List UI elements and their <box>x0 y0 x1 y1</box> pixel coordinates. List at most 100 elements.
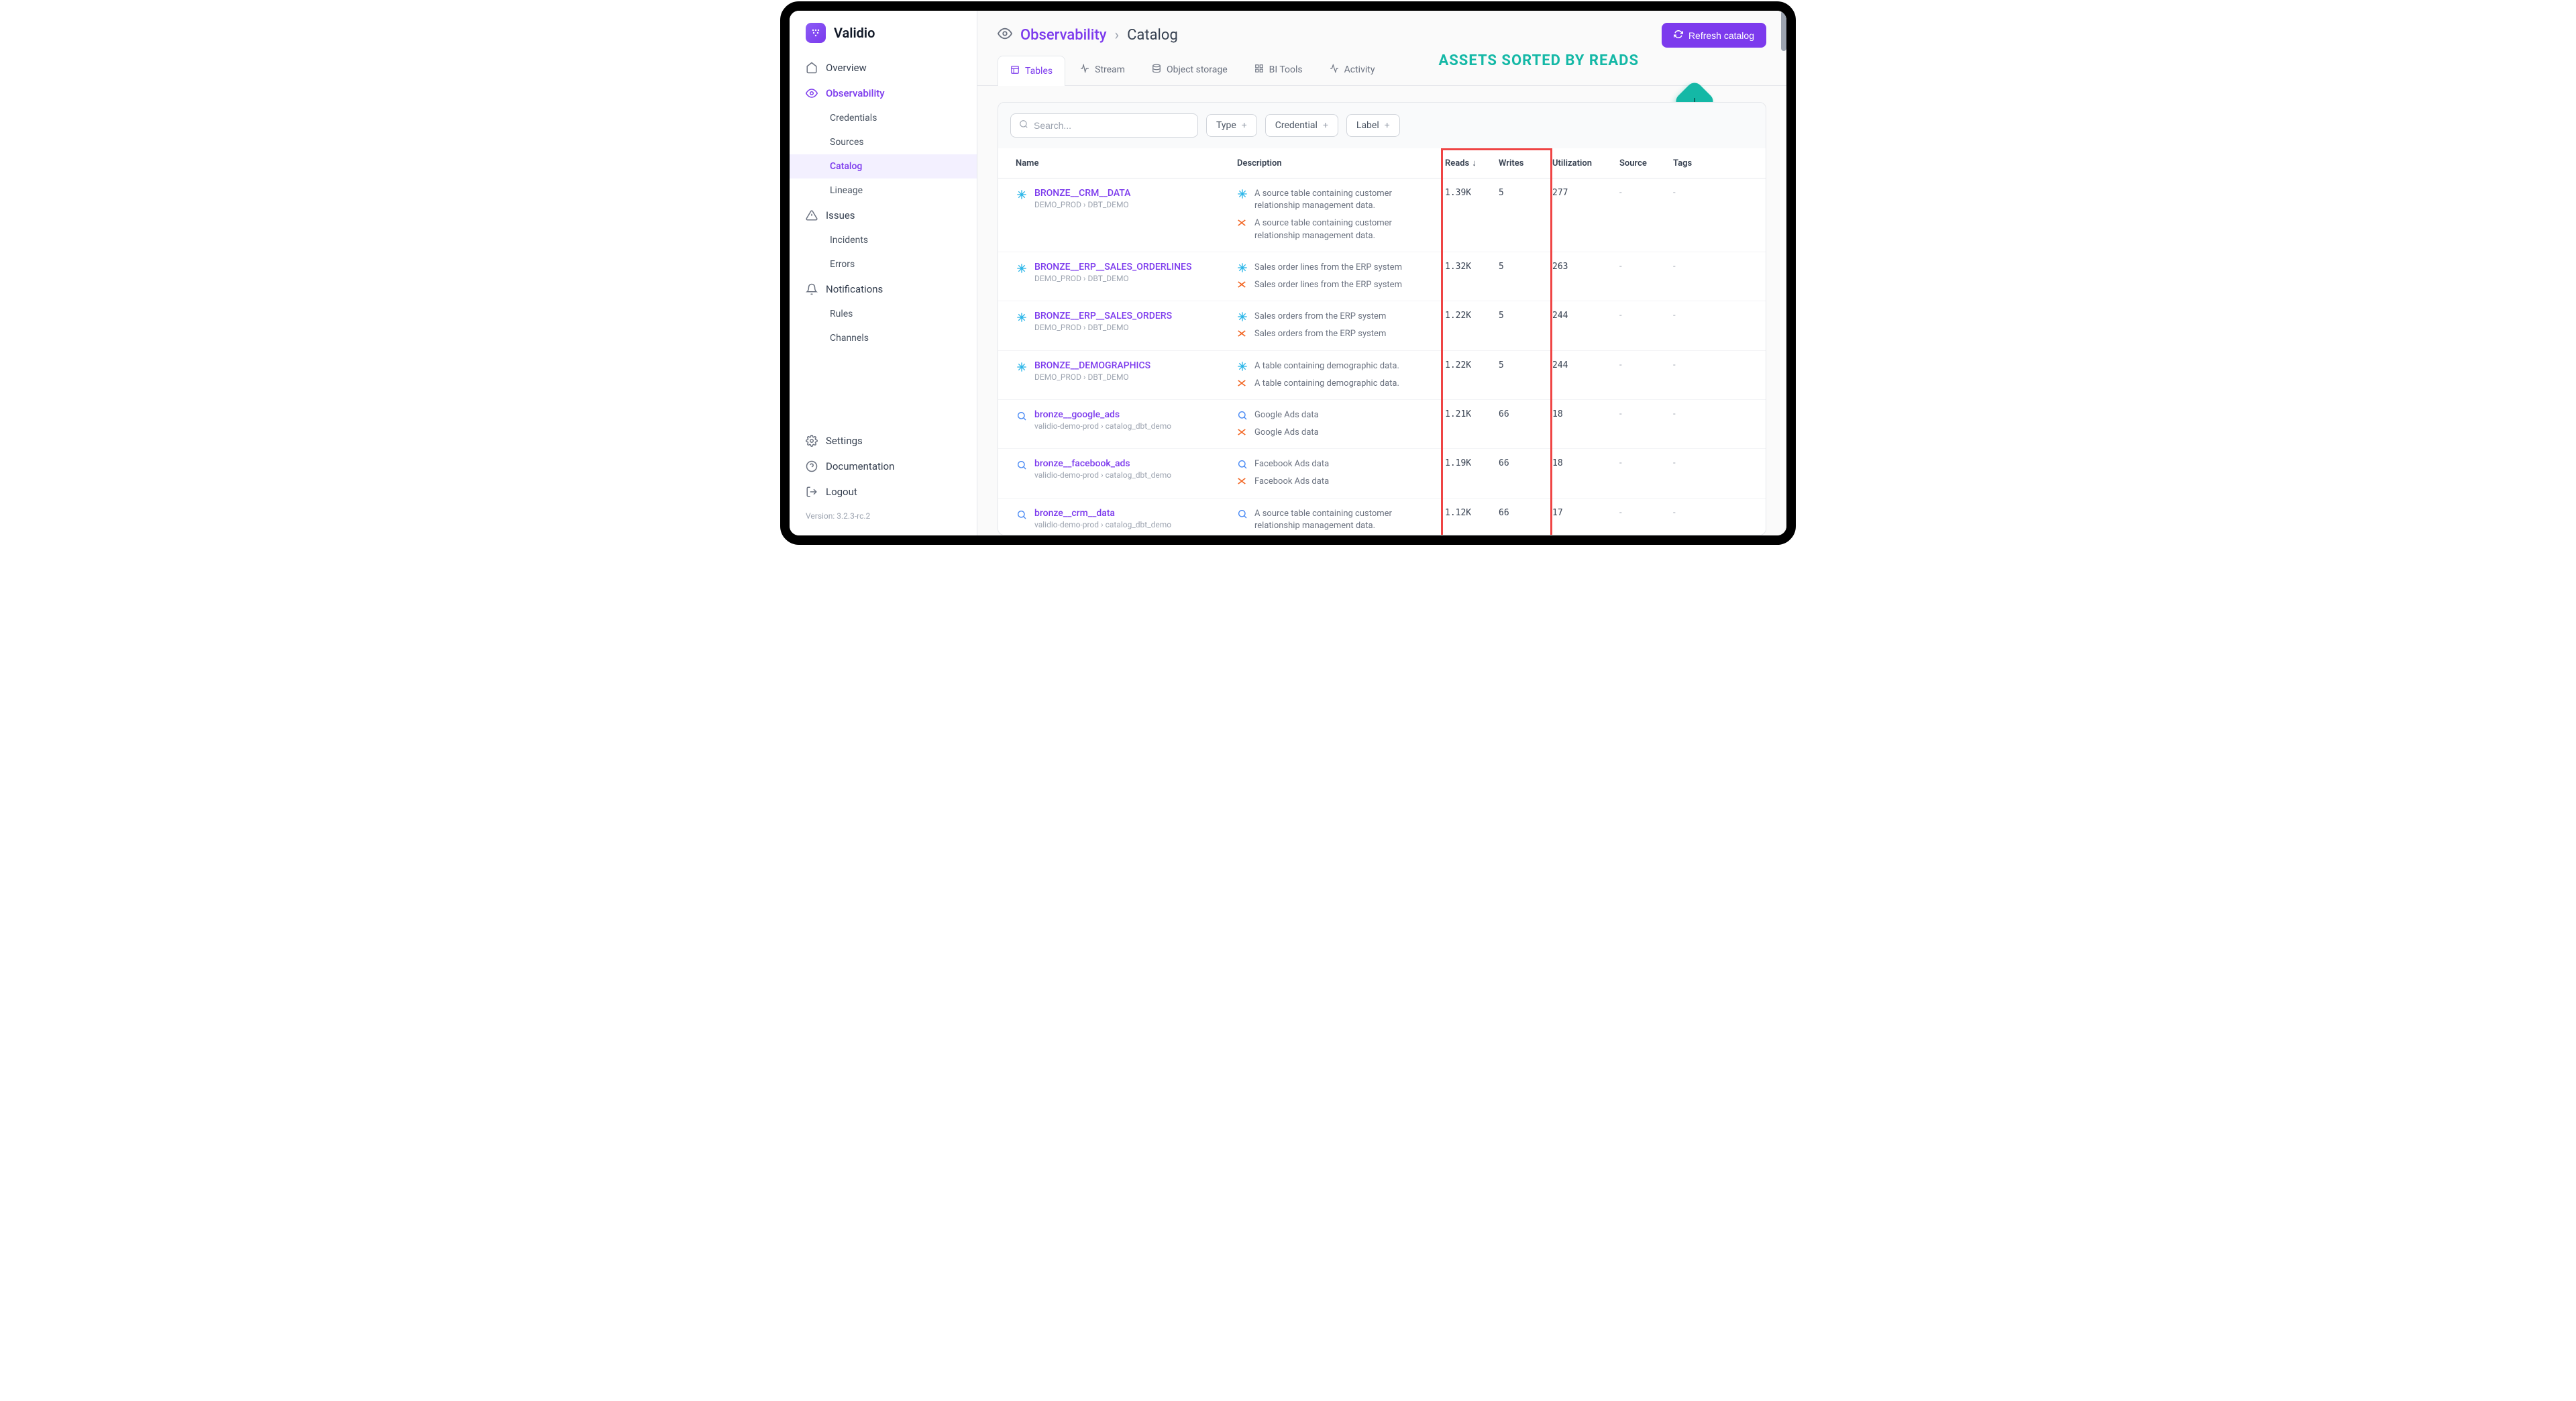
sidebar-item-label: Catalog <box>830 161 862 172</box>
refresh-catalog-button[interactable]: Refresh catalog <box>1662 23 1766 48</box>
breadcrumb-link[interactable]: Observability <box>1020 27 1107 44</box>
annotation-label: ASSETS SORTED BY READS <box>1438 52 1639 69</box>
cell-source: - <box>1614 508 1668 518</box>
sidebar-item-rules[interactable]: Rules <box>790 302 977 326</box>
asset-name[interactable]: bronze__crm__data <box>1034 508 1171 519</box>
col-tags[interactable]: Tags <box>1668 148 1708 178</box>
sidebar-item-issues[interactable]: Issues <box>790 203 977 228</box>
cell-reads: 1.32K <box>1440 262 1493 272</box>
cell-reads: 1.39K <box>1440 188 1493 198</box>
bigquery-icon <box>1237 410 1248 421</box>
table-row[interactable]: bronze__crm__datavalidio-demo-prod › cat… <box>998 499 1766 535</box>
tab-stream[interactable]: Stream <box>1068 56 1137 85</box>
sidebar-item-credentials[interactable]: Credentials <box>790 106 977 130</box>
activity-icon <box>1330 64 1339 76</box>
table-row[interactable]: bronze__facebook_adsvalidio-demo-prod › … <box>998 449 1766 498</box>
app-frame: Validio OverviewObservabilityCredentials… <box>780 1 1796 545</box>
cell-reads: 1.21K <box>1440 409 1493 419</box>
cell-writes: 5 <box>1493 311 1547 321</box>
sidebar-item-overview[interactable]: Overview <box>790 55 977 81</box>
tab-object-storage[interactable]: Object storage <box>1140 56 1240 85</box>
sidebar-item-label: Rules <box>830 309 853 319</box>
asset-path: validio-demo-prod › catalog_dbt_demo <box>1034 421 1171 431</box>
asset-name[interactable]: BRONZE__CRM__DATA <box>1034 188 1130 199</box>
col-reads[interactable]: Reads ↓ <box>1440 148 1493 178</box>
filter-credential-button[interactable]: Credential+ <box>1265 114 1338 137</box>
tab-label: Activity <box>1344 64 1375 75</box>
col-name[interactable]: Name <box>1010 148 1232 178</box>
tab-tables[interactable]: Tables <box>998 56 1065 86</box>
sidebar-item-catalog[interactable]: Catalog <box>790 154 977 178</box>
asset-name[interactable]: BRONZE__DEMOGRAPHICS <box>1034 360 1150 371</box>
sidebar-item-logout[interactable]: Logout <box>790 479 977 505</box>
xred-icon <box>1237 427 1248 438</box>
logo[interactable]: Validio <box>790 23 977 55</box>
tab-activity[interactable]: Activity <box>1318 56 1387 85</box>
sidebar-item-notifications[interactable]: Notifications <box>790 276 977 302</box>
table-row[interactable]: bronze__google_adsvalidio-demo-prod › ca… <box>998 400 1766 449</box>
desc-text: A table containing demographic data. <box>1254 360 1399 372</box>
col-utilization[interactable]: Utilization <box>1547 148 1614 178</box>
desc-text: A table containing demographic data. <box>1254 378 1399 390</box>
cell-name: BRONZE__ERP__SALES_ORDERLINESDEMO_PROD ›… <box>1010 262 1232 283</box>
cell-reads: 1.22K <box>1440 360 1493 370</box>
sidebar-item-sources[interactable]: Sources <box>790 130 977 154</box>
filter-type-label: Type <box>1216 120 1236 131</box>
asset-name[interactable]: bronze__facebook_ads <box>1034 458 1171 469</box>
asset-name[interactable]: BRONZE__ERP__SALES_ORDERLINES <box>1034 262 1191 272</box>
cell-tags: - <box>1668 508 1708 518</box>
table-row[interactable]: BRONZE__ERP__SALES_ORDERSDEMO_PROD › DBT… <box>998 301 1766 350</box>
cell-description: Sales order lines from the ERP systemSal… <box>1232 262 1440 291</box>
cell-utilization: 18 <box>1547 409 1614 419</box>
eye-icon <box>806 87 818 99</box>
refresh-label: Refresh catalog <box>1688 30 1754 41</box>
panel: Type+ Credential+ Label+ Name Descriptio… <box>998 102 1766 535</box>
asset-name[interactable]: bronze__google_ads <box>1034 409 1171 420</box>
cell-source: - <box>1614 188 1668 198</box>
sidebar-item-label: Lineage <box>830 185 863 196</box>
storage-icon <box>1152 64 1161 76</box>
cell-utilization: 277 <box>1547 188 1614 198</box>
xred-icon <box>1237 476 1248 487</box>
sidebar-item-label: Settings <box>826 435 863 447</box>
table-row[interactable]: BRONZE__CRM__DATADEMO_PROD › DBT_DEMOA s… <box>998 178 1766 252</box>
cell-writes: 5 <box>1493 360 1547 370</box>
filter-type-button[interactable]: Type+ <box>1206 114 1257 137</box>
col-writes[interactable]: Writes <box>1493 148 1547 178</box>
tab-bi-tools[interactable]: BI Tools <box>1242 56 1315 85</box>
sidebar-item-incidents[interactable]: Incidents <box>790 228 977 252</box>
sidebar-item-settings[interactable]: Settings <box>790 428 977 454</box>
table-row[interactable]: BRONZE__DEMOGRAPHICSDEMO_PROD › DBT_DEMO… <box>998 351 1766 400</box>
nav: OverviewObservability Credentials Sources C… <box>790 55 977 425</box>
col-source[interactable]: Source <box>1614 148 1668 178</box>
filter-label-button[interactable]: Label+ <box>1346 114 1400 137</box>
plus-icon: + <box>1323 120 1328 131</box>
desc-text: Sales order lines from the ERP system <box>1254 279 1402 291</box>
bell-icon <box>806 283 818 295</box>
sidebar-item-channels[interactable]: Channels <box>790 326 977 350</box>
sidebar-item-lineage[interactable]: Lineage <box>790 178 977 203</box>
snowflake-icon <box>1016 189 1028 201</box>
scrollbar[interactable] <box>1781 11 1786 51</box>
sidebar-item-errors[interactable]: Errors <box>790 252 977 276</box>
plus-icon: + <box>1385 120 1390 131</box>
sidebar-item-label: Notifications <box>826 283 883 295</box>
xred-icon <box>1237 218 1248 229</box>
asset-name[interactable]: BRONZE__ERP__SALES_ORDERS <box>1034 311 1172 321</box>
search-field[interactable] <box>1034 120 1189 131</box>
sidebar-item-documentation[interactable]: Documentation <box>790 454 977 479</box>
cell-source: - <box>1614 458 1668 468</box>
table-row[interactable]: BRONZE__ERP__SALES_ORDERLINESDEMO_PROD ›… <box>998 252 1766 301</box>
sidebar-item-label: Sources <box>830 137 864 148</box>
cell-description: Google Ads dataGoogle Ads data <box>1232 409 1440 439</box>
sidebar-item-label: Credentials <box>830 113 877 123</box>
breadcrumb: Observability › Catalog <box>998 26 1178 45</box>
sidebar-item-observability[interactable]: Observability <box>790 81 977 106</box>
snowflake-icon <box>1016 311 1028 323</box>
tab-label: BI Tools <box>1269 64 1303 75</box>
home-icon <box>806 62 818 74</box>
search-input[interactable] <box>1010 113 1198 138</box>
col-description[interactable]: Description <box>1232 148 1440 178</box>
xred-icon <box>1237 329 1248 340</box>
cell-tags: - <box>1668 360 1708 370</box>
